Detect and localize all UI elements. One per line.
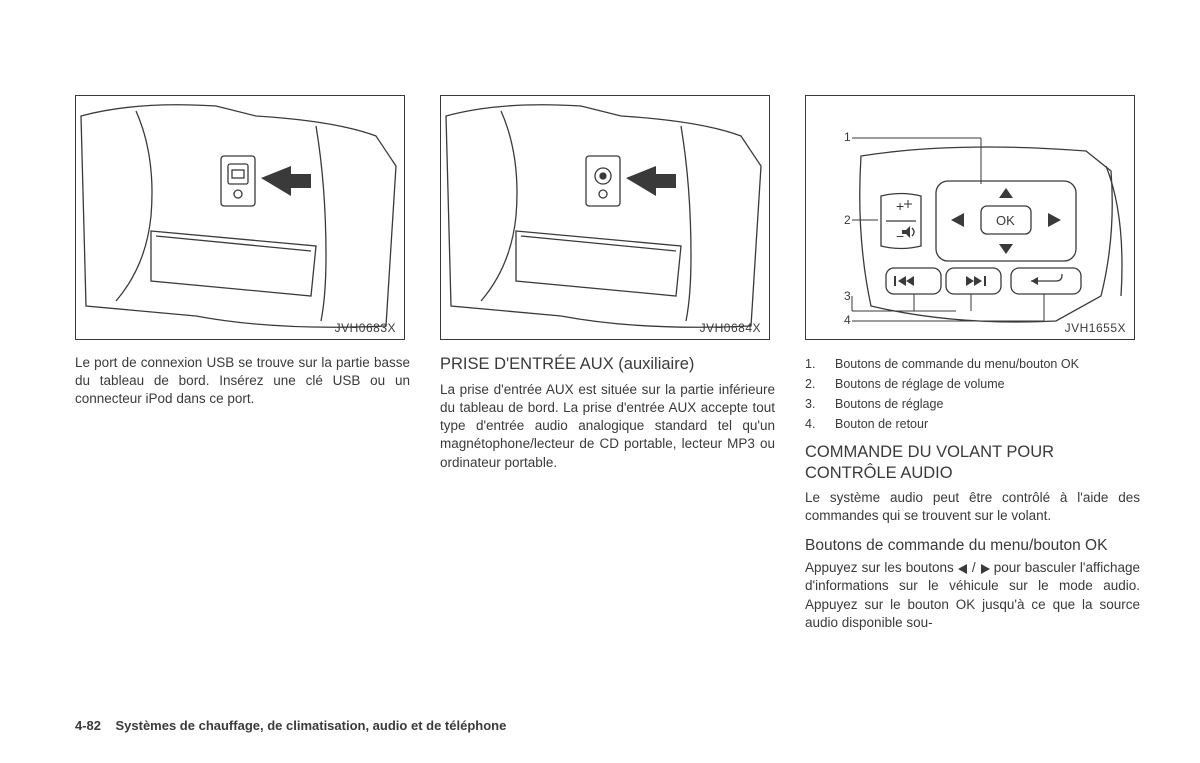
triangle-right-icon (980, 564, 990, 574)
figure-code: JVH0684X (700, 321, 761, 335)
triangle-left-icon (958, 564, 968, 574)
column-1: JVH0683X Le port de connexion USB se tro… (75, 95, 410, 632)
callout-num: 1. (805, 354, 835, 374)
text-segment: Appuyez sur les boutons (805, 560, 958, 575)
callout-label: Boutons de réglage de volume (835, 374, 1005, 394)
steering-subheading: Boutons de commande du menu/bouton OK (805, 536, 1140, 555)
usb-port-illustration (76, 96, 404, 339)
page-footer: 4-82 Systèmes de chauffage, de climatisa… (75, 718, 506, 733)
section-title: Systèmes de chauffage, de climatisation,… (115, 718, 506, 733)
column-2: JVH0684X PRISE D'ENTRÉE AUX (auxiliaire)… (440, 95, 775, 632)
steering-heading: COMMANDE DU VOLANT POUR CONTRÔLE AUDIO (805, 442, 1140, 483)
figure-code: JVH1655X (1065, 321, 1126, 335)
callout-item: 2. Boutons de réglage de volume (805, 374, 1140, 394)
svg-text:2: 2 (844, 213, 851, 227)
callout-num: 3. (805, 394, 835, 414)
steering-text-2: Appuyez sur les boutons / pour basculer … (805, 559, 1140, 632)
callout-label: Boutons de commande du menu/bouton OK (835, 354, 1079, 374)
callout-label: Bouton de retour (835, 414, 928, 434)
column-3: + − OK (805, 95, 1140, 632)
svg-text:4: 4 (844, 313, 851, 327)
callout-num: 2. (805, 374, 835, 394)
callout-item: 4. Bouton de retour (805, 414, 1140, 434)
svg-text:3: 3 (844, 289, 851, 303)
svg-text:+: + (896, 198, 904, 214)
steering-controls-illustration: + − OK (806, 96, 1134, 339)
steering-text-1: Le système audio peut être contrôlé à l'… (805, 489, 1140, 525)
svg-text:1: 1 (844, 130, 851, 144)
figure-steering-controls: + − OK (805, 95, 1135, 340)
figure-code: JVH0683X (335, 321, 396, 335)
usb-description: Le port de connexion USB se trouve sur l… (75, 354, 410, 409)
svg-text:OK: OK (996, 213, 1015, 228)
callout-num: 4. (805, 414, 835, 434)
three-column-layout: JVH0683X Le port de connexion USB se tro… (75, 95, 1140, 632)
aux-description: La prise d'entrée AUX est située sur la … (440, 381, 775, 472)
callout-label: Boutons de réglage (835, 394, 943, 414)
page-number: 4-82 (75, 718, 101, 733)
callout-legend: 1. Boutons de commande du menu/bouton OK… (805, 354, 1140, 434)
callout-item: 1. Boutons de commande du menu/bouton OK (805, 354, 1140, 374)
callout-item: 3. Boutons de réglage (805, 394, 1140, 414)
aux-heading: PRISE D'ENTRÉE AUX (auxiliaire) (440, 354, 775, 375)
aux-port-illustration (441, 96, 769, 339)
figure-usb-port: JVH0683X (75, 95, 405, 340)
figure-aux-port: JVH0684X (440, 95, 770, 340)
slash: / (972, 560, 980, 575)
